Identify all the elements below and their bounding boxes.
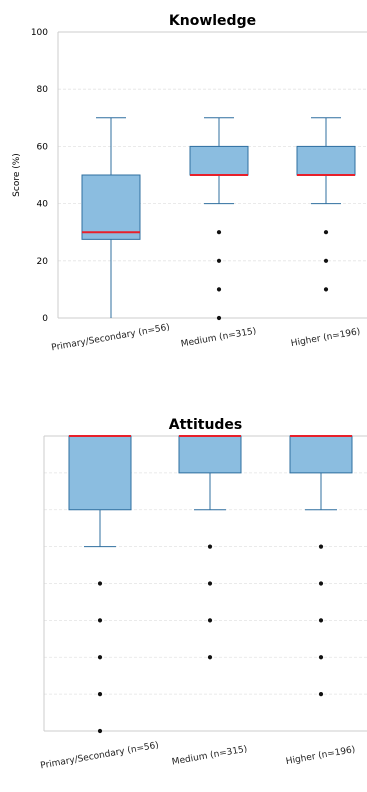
outlier-point	[97, 581, 103, 586]
outlier-point	[97, 692, 103, 697]
outlier-point	[207, 544, 213, 549]
outlier-point	[207, 618, 213, 623]
box	[289, 435, 353, 474]
outlier-point	[97, 728, 103, 734]
y-tick-label: 0	[42, 314, 48, 324]
outlier-point	[97, 618, 103, 623]
chart-2: Attitudes Primary/Secondary (n=56) Medium …	[40, 417, 367, 771]
outlier-point	[207, 581, 213, 586]
box-group	[289, 435, 353, 697]
box	[296, 145, 356, 176]
box-group	[189, 117, 249, 321]
x-category-label: Primary/Secondary (n=56)	[51, 323, 171, 354]
y-tick-label: 100	[31, 28, 48, 38]
chart-1: Knowledge 0 20 40 60 80 100 Score (%) Primary/Se…	[12, 13, 367, 353]
y-tick-label: 80	[37, 85, 49, 95]
y-tick-label: 60	[37, 142, 49, 152]
outlier-point	[216, 230, 222, 235]
x-category-label: Medium (n=315)	[171, 744, 248, 767]
box	[81, 174, 141, 240]
outlier-point	[207, 655, 213, 660]
outlier-point	[216, 258, 222, 263]
outlier-point	[318, 618, 324, 623]
y-axis-title: Score (%)	[12, 153, 22, 197]
outlier-point	[216, 287, 222, 292]
x-category-label: Higher (n=196)	[285, 745, 356, 767]
y-tick-label: 20	[37, 257, 49, 267]
y-tick-label: 40	[37, 200, 49, 210]
box	[189, 145, 249, 176]
box-group	[178, 435, 242, 660]
outlier-point	[97, 655, 103, 660]
box-group	[68, 435, 132, 734]
x-category-label: Primary/Secondary (n=56)	[40, 741, 160, 772]
outlier-point	[318, 692, 324, 697]
box-group	[296, 117, 356, 292]
x-category-label: Higher (n=196)	[290, 327, 361, 349]
outlier-point	[323, 230, 329, 235]
box	[68, 435, 132, 511]
chart-title: Knowledge	[169, 13, 256, 29]
outlier-point	[323, 258, 329, 263]
chart-title: Attitudes	[169, 417, 243, 433]
outlier-point	[318, 544, 324, 549]
outlier-point	[318, 655, 324, 660]
box-group	[81, 117, 141, 318]
outlier-point	[318, 581, 324, 586]
box	[178, 435, 242, 474]
outlier-point	[216, 315, 222, 321]
outlier-point	[323, 287, 329, 292]
x-category-label: Medium (n=315)	[180, 326, 257, 349]
